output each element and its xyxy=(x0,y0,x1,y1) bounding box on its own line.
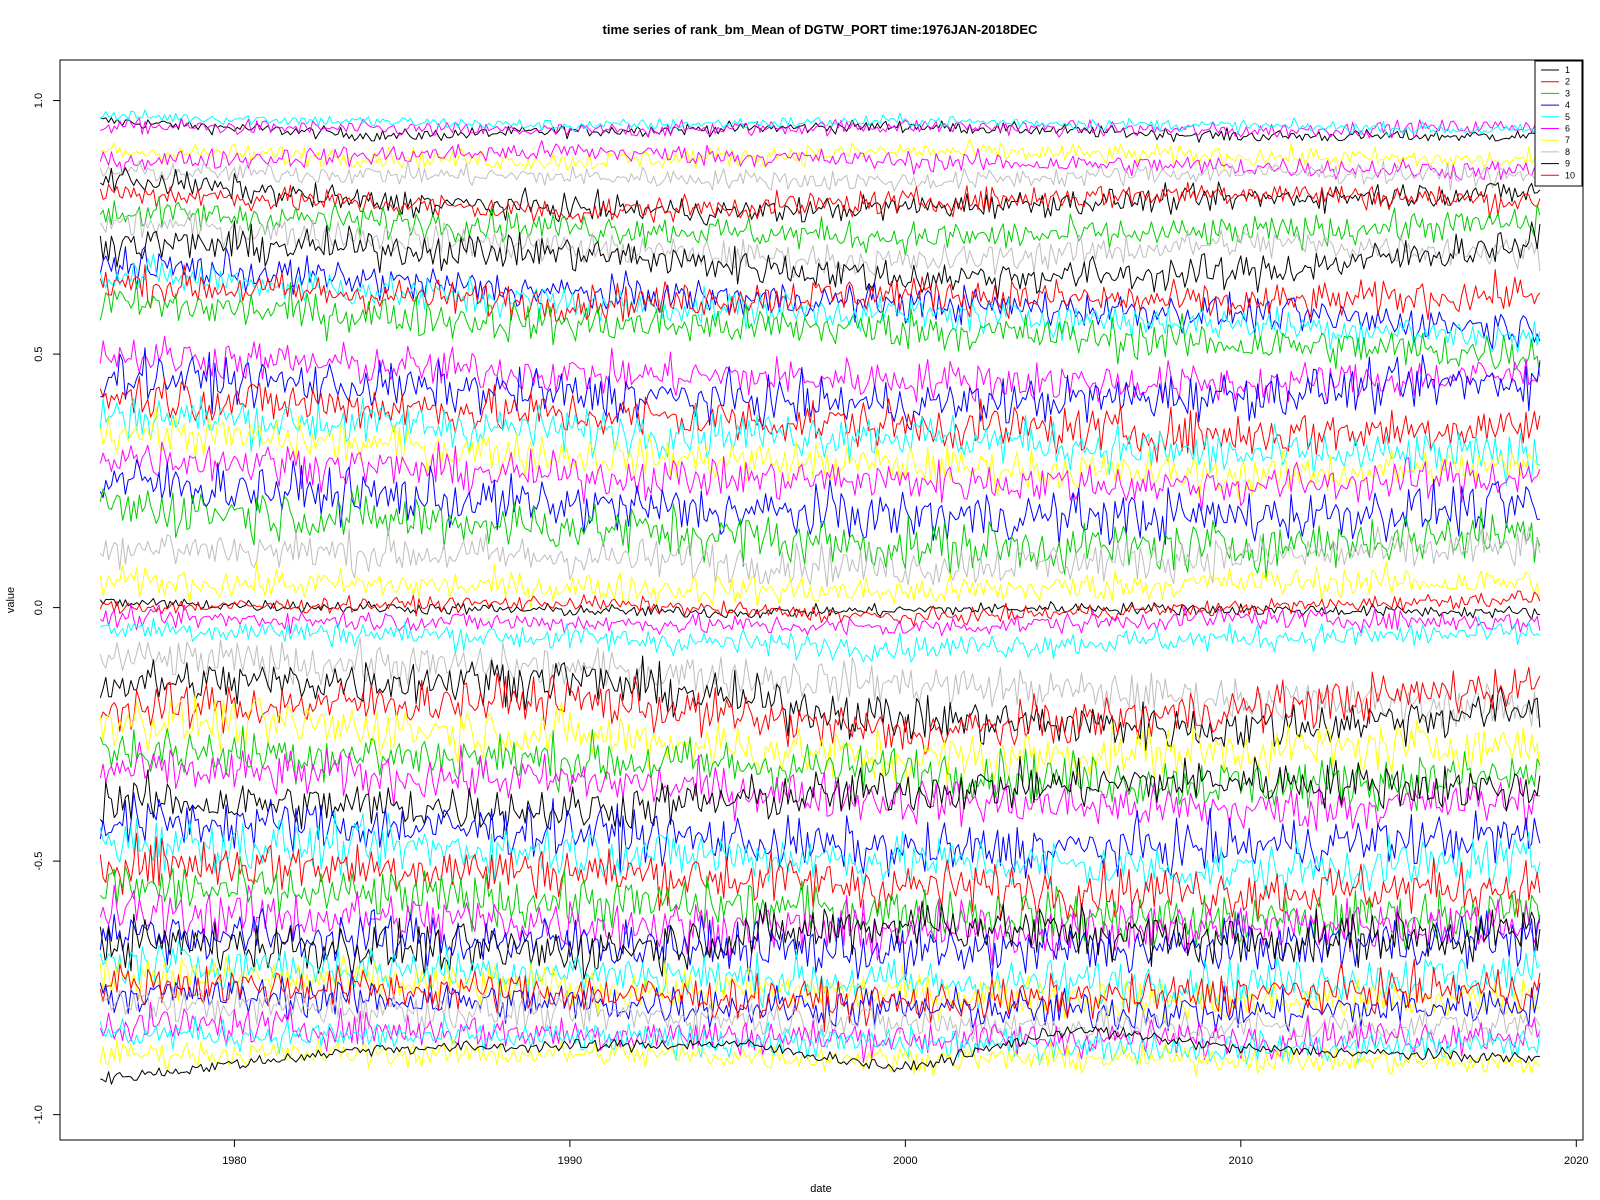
series-line-47 xyxy=(99,959,1541,1032)
series-line-16 xyxy=(99,335,1541,404)
series-line-14 xyxy=(99,264,1541,323)
series-line-20 xyxy=(99,406,1541,499)
y-axis: -1.0 -0.5 0.0 0.5 1.0 xyxy=(33,93,61,1124)
series-line-21 xyxy=(99,441,1541,511)
series-line-40 xyxy=(99,855,1541,951)
legend-label-3: 3 xyxy=(1565,88,1570,98)
series-line-6 xyxy=(99,160,1541,192)
x-tick-label: 2020 xyxy=(1564,1155,1588,1167)
series-line-10 xyxy=(99,209,1541,279)
series-line-26 xyxy=(99,597,1540,620)
x-tick-label: 2010 xyxy=(1229,1155,1253,1167)
series-line-1 xyxy=(100,117,1541,143)
series-line-42 xyxy=(99,908,1541,982)
y-tick-label: -1.0 xyxy=(33,1105,45,1124)
series-line-51 xyxy=(99,1038,1541,1077)
series-line-32 xyxy=(99,666,1541,755)
series-line-7 xyxy=(100,167,1541,226)
x-axis-label: date xyxy=(810,1183,831,1195)
legend-box xyxy=(1534,60,1583,187)
series-line-50 xyxy=(99,1015,1541,1066)
series-layer xyxy=(99,109,1541,1085)
series-line-15 xyxy=(99,281,1541,377)
series-line-36 xyxy=(99,755,1541,835)
series-line-24 xyxy=(99,526,1541,588)
series-line-29 xyxy=(100,616,1541,663)
series-line-13 xyxy=(99,253,1541,353)
series-line-25 xyxy=(99,560,1541,609)
legend-label-7: 7 xyxy=(1565,135,1570,145)
series-line-23 xyxy=(99,484,1541,578)
series-line-39 xyxy=(99,832,1541,922)
x-tick-label: 2000 xyxy=(893,1155,917,1167)
y-tick-label: 1.0 xyxy=(33,93,45,108)
series-line-31 xyxy=(99,655,1541,751)
series-line-3 xyxy=(99,109,1541,137)
series-line-52 xyxy=(100,1026,1540,1085)
legend-label-4: 4 xyxy=(1565,100,1570,110)
series-line-18 xyxy=(99,376,1541,463)
legend-label-6: 6 xyxy=(1565,124,1570,134)
legend-label-8: 8 xyxy=(1565,147,1570,157)
series-line-8 xyxy=(99,181,1541,224)
legend-label-1: 1 xyxy=(1565,65,1570,75)
series-line-4 xyxy=(100,139,1541,171)
series-line-12 xyxy=(99,246,1541,350)
series-line-9 xyxy=(99,196,1541,257)
series-line-11 xyxy=(99,220,1541,300)
series-line-27 xyxy=(99,590,1541,627)
series-line-48 xyxy=(100,986,1541,1044)
chart-title: time series of rank_bm_Mean of DGTW_PORT… xyxy=(603,22,1039,37)
legend-label-2: 2 xyxy=(1565,77,1570,87)
y-axis-label: value xyxy=(5,587,17,613)
legend-label-9: 9 xyxy=(1565,159,1570,169)
x-axis: 1980 1990 2000 2010 2020 xyxy=(222,1139,1589,1167)
series-line-22 xyxy=(99,459,1540,546)
legend-label-10: 10 xyxy=(1565,170,1575,180)
x-tick-label: 1990 xyxy=(558,1155,582,1167)
series-line-5 xyxy=(99,140,1541,181)
series-line-30 xyxy=(99,637,1541,729)
y-tick-label: 0.0 xyxy=(33,600,45,615)
series-line-38 xyxy=(99,811,1541,897)
series-line-17 xyxy=(100,347,1541,431)
series-line-37 xyxy=(99,792,1541,879)
x-tick-label: 1980 xyxy=(222,1155,246,1167)
series-line-45 xyxy=(99,954,1541,1024)
series-line-46 xyxy=(99,970,1541,1032)
series-line-28 xyxy=(100,603,1541,637)
series-line-19 xyxy=(99,395,1541,486)
y-tick-label: 0.5 xyxy=(33,346,45,361)
series-line-49 xyxy=(99,1001,1541,1064)
series-line-35 xyxy=(99,741,1540,831)
y-tick-label: -0.5 xyxy=(33,852,45,871)
legend-label-5: 5 xyxy=(1565,112,1570,122)
series-line-43 xyxy=(99,900,1541,980)
series-line-33 xyxy=(99,691,1541,789)
